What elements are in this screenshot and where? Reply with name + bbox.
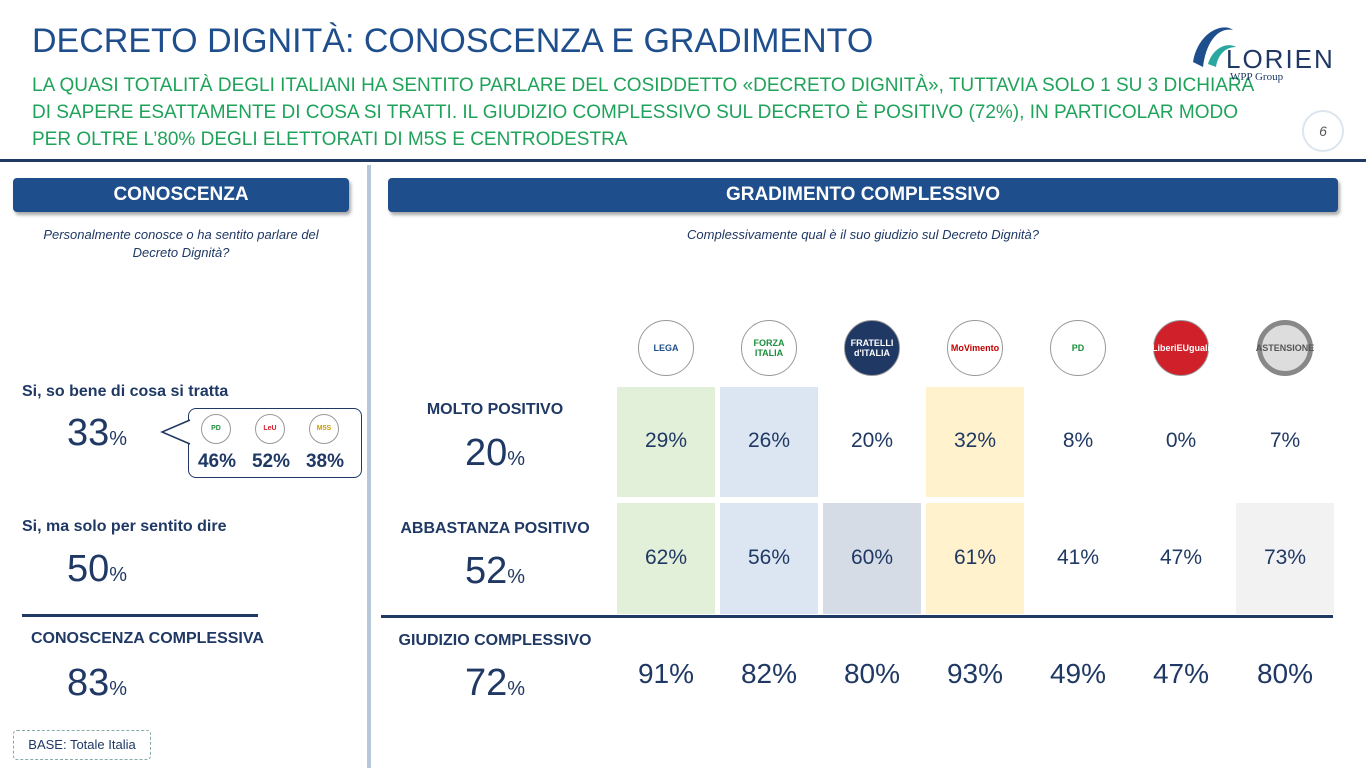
bubble-value: 38% (305, 451, 345, 472)
cell-value: 80% (1256, 658, 1314, 689)
subtitle: LA QUASI TOTALITÀ DEGLI ITALIANI HA SENT… (32, 75, 1255, 96)
party-logo: LeU (255, 414, 285, 444)
value: 72 (464, 662, 508, 704)
cell-value: 26% (747, 429, 791, 452)
cell-value: 41% (1056, 545, 1100, 569)
logo-mark (1193, 27, 1236, 67)
party-logo: M5S (309, 414, 339, 444)
big-value: 83% (67, 662, 127, 705)
party-logo: PD (1050, 320, 1106, 376)
value: 20 (464, 432, 508, 474)
party-logo: PD (201, 414, 231, 444)
question: Personalmente conosce o ha sentito parla… (43, 227, 319, 242)
value: 83 (67, 662, 110, 704)
cell-value: 7% (1269, 429, 1301, 452)
cell-value: 93% (946, 658, 1004, 689)
question: Decreto Dignità? (132, 245, 230, 260)
party-logo: FORZA ITALIA (741, 320, 797, 376)
logo-text: LORIEN (1226, 44, 1335, 74)
cell-value: 49% (1049, 658, 1107, 689)
cell-value: 91% (637, 658, 695, 689)
big-value: 52% (385, 550, 605, 593)
cell-value: 56% (747, 545, 791, 569)
cell-value: 73% (1263, 545, 1307, 569)
unit: % (507, 566, 526, 588)
party-logo: LiberiEUguali (1152, 320, 1210, 376)
cell-bg (823, 503, 921, 614)
callout-arrow (160, 419, 190, 445)
value: 50 (67, 548, 110, 590)
title: DECRETO DIGNITÀ: CONOSCENZA E GRADIMENTO (32, 22, 874, 60)
rule (22, 614, 258, 617)
value: 33 (67, 412, 110, 454)
unit: % (507, 448, 526, 470)
big-value: 50% (67, 548, 127, 591)
big-value: 33% (67, 412, 127, 455)
value: 52 (464, 550, 508, 592)
cell-value: 20% (850, 429, 894, 452)
big-value: 20% (385, 432, 605, 475)
party-logo: FRATELLI d'ITALIA (844, 320, 900, 376)
item-label: Si, ma solo per sentito dire (22, 518, 227, 535)
question: Complessivamente qual è il suo giudizio … (687, 227, 1039, 242)
left-heading: CONOSCENZA (13, 178, 349, 212)
cell-value: 0% (1165, 429, 1197, 452)
cell-bg (720, 387, 818, 497)
cell-value: 82% (740, 658, 798, 689)
cell-bg (926, 387, 1024, 497)
bubble-value: 52% (251, 451, 291, 472)
cell-value: 8% (1062, 429, 1094, 452)
party-logo: MoVimento (947, 320, 1003, 376)
cell-value: 61% (953, 545, 997, 569)
base-note: BASE: Totale Italia (13, 730, 151, 760)
cell-bg (617, 503, 715, 614)
subtitle: PER OLTRE L’80% DEGLI ELETTORATI DI M5S … (32, 129, 628, 150)
bubble-value: 46% (197, 451, 237, 472)
unit: % (109, 678, 128, 700)
subtitle: DI SAPERE ESATTAMENTE DI COSA SI TRATTI.… (32, 102, 1239, 123)
item-label: CONOSCENZA COMPLESSIVA (31, 630, 264, 647)
page-number: 6 (1302, 110, 1344, 152)
rule (0, 159, 1366, 162)
row-label: GIUDIZIO COMPLESSIVO (398, 632, 592, 649)
big-value: 72% (385, 662, 605, 705)
item-label: Si, so bene di cosa si tratta (22, 383, 229, 400)
logo-sub: WPP Group (1230, 71, 1284, 83)
cell-value: 62% (644, 545, 688, 569)
cell-value: 47% (1159, 545, 1203, 569)
row-label: ABBASTANZA POSITIVO (400, 520, 590, 537)
cell-value: 80% (843, 658, 901, 689)
row-label: MOLTO POSITIVO (426, 401, 564, 418)
rule (381, 615, 1333, 618)
right-heading: GRADIMENTO COMPLESSIVO (388, 178, 1338, 212)
cell-bg (720, 503, 818, 614)
cell-value: 47% (1152, 658, 1210, 689)
cell-bg (926, 503, 1024, 614)
unit: % (507, 678, 526, 700)
unit: % (109, 564, 128, 586)
party-logo: ASTENSIONE (1256, 320, 1314, 376)
cell-value: 32% (953, 429, 997, 452)
cell-bg (617, 387, 715, 497)
divider (367, 165, 371, 768)
party-logo: LEGA (638, 320, 694, 376)
unit: % (109, 428, 128, 450)
cell-value: 29% (644, 429, 688, 452)
cell-bg (1236, 503, 1334, 614)
cell-value: 60% (850, 545, 894, 569)
